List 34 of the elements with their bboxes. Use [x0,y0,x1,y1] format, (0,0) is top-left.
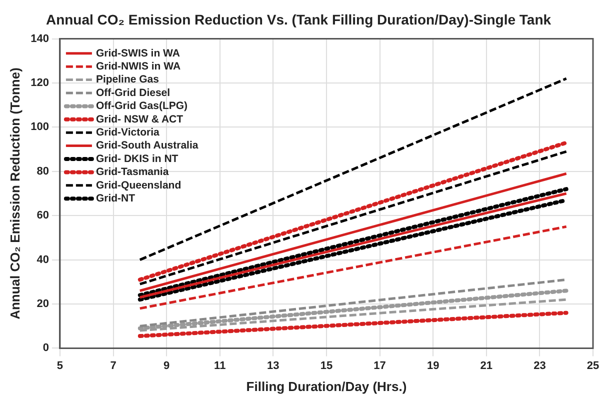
y-axis-title: Annual CO₂ Emission Reduction (Tonne) [7,68,22,320]
legend-label: Grid-SWIS in WA [96,47,180,60]
y-tick-label: 0 [42,342,49,354]
x-tick-label: 15 [320,360,333,372]
x-tick-label: 19 [426,360,440,372]
x-tick-label: 21 [480,360,493,372]
legend-label: Grid-Queensland [96,179,182,192]
legend-label: Off-Grid Gas(LPG) [96,100,188,112]
legend-label: Grid-Victoria [96,126,160,138]
x-tick-label: 17 [374,360,386,372]
x-axis-title: Filling Duration/Day (Hrs.) [246,378,407,394]
y-tick-label: 80 [36,165,49,178]
legend-label: Pipeline Gas [96,74,160,86]
y-tick-label: 140 [30,32,49,45]
x-tick-label: 11 [214,360,226,372]
legend-label: Grid- NSW & ACT [96,113,184,126]
x-tick-label: 7 [110,360,116,372]
y-tick-label: 20 [36,298,49,310]
y-tick-label: 60 [36,210,49,222]
legend-label: Grid-South Australia [96,140,198,152]
x-tick-label: 5 [56,360,64,372]
legend-label: Grid-NWIS in WA [96,60,181,72]
y-tick-label: 100 [30,121,49,134]
legend-label: Grid-NT [96,192,136,204]
legend-label: Grid-Tasmania [96,166,169,178]
x-tick-label: 9 [164,360,170,372]
legend-label: Off-Grid Diesel [96,86,170,99]
y-tick-label: 120 [30,77,49,90]
y-tick-label: 40 [36,254,49,266]
x-tick-label: 23 [534,360,546,372]
chart-title: Annual CO₂ Emission Reduction Vs. (Tank Filling Duration/Day)-Single Tank [46,11,552,28]
x-tick-label: 25 [586,360,600,372]
legend-label: Grid- DKIS in NT [96,152,179,165]
x-tick-label: 13 [267,360,280,372]
